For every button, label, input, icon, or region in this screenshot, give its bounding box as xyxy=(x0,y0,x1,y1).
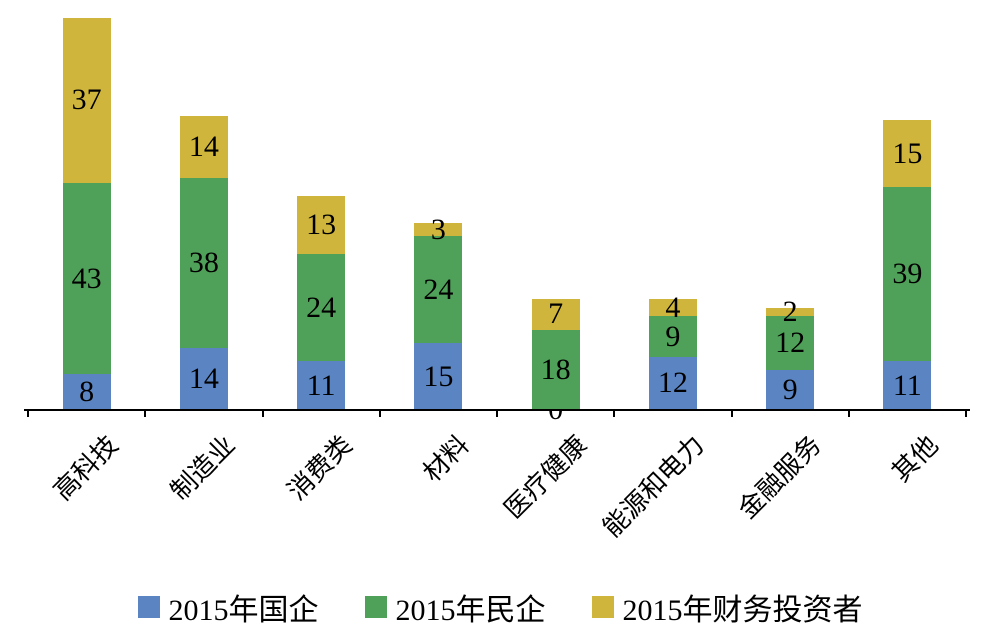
bar-value-label: 15 xyxy=(423,359,454,393)
axis-tick xyxy=(965,410,967,417)
x-axis-label: 材料 xyxy=(417,430,476,488)
legend-swatch-private xyxy=(364,596,387,618)
legend-swatch-soe xyxy=(137,596,160,618)
axis-tick xyxy=(378,410,381,417)
axis-tick xyxy=(496,410,498,417)
bar-value-label: 14 xyxy=(188,361,219,395)
bar-value-label: 24 xyxy=(306,290,337,324)
legend-label-financial-investor: 2015年财务投资者 xyxy=(622,594,863,627)
bar-value-label: 14 xyxy=(188,130,219,164)
bar-value-label: 9 xyxy=(782,372,798,406)
bar-segment xyxy=(766,369,815,410)
legend-swatch-financial-investor xyxy=(591,596,614,618)
bar-segment xyxy=(179,178,228,348)
legend-label-soe: 2015年国企 xyxy=(168,594,319,627)
bar-value-label: 12 xyxy=(657,366,688,400)
bar-value-label: 24 xyxy=(423,272,454,306)
x-axis-label: 金融服务 xyxy=(732,430,827,525)
bar-segment xyxy=(648,316,697,357)
bar-value-label: 15 xyxy=(892,136,923,170)
legend-item-private: 2015年民企 xyxy=(364,585,546,629)
x-axis-label: 其他 xyxy=(886,430,945,488)
bar-value-label: 12 xyxy=(775,326,806,360)
bar-segment xyxy=(297,196,346,255)
bar-value-label: 11 xyxy=(306,368,336,402)
bar-value-label: 13 xyxy=(306,208,337,242)
bar-segment xyxy=(297,254,346,361)
bar-segment xyxy=(531,298,580,330)
axis-tick xyxy=(261,410,264,417)
bar-segment xyxy=(414,343,463,410)
legend-label-private: 2015年民企 xyxy=(395,594,546,627)
x-axis-label: 医疗健康 xyxy=(498,430,593,525)
bar-value-label: 38 xyxy=(188,246,219,279)
bar-segment xyxy=(62,182,111,375)
x-axis-label: 高科技 xyxy=(47,430,124,506)
bar-segment xyxy=(531,329,580,410)
x-axis-label: 制造业 xyxy=(164,430,241,506)
bar-value-label: 37 xyxy=(71,83,102,117)
bar-segment xyxy=(297,361,346,410)
axis-tick xyxy=(144,410,147,417)
bar-segment xyxy=(414,222,463,237)
legend-item-financial-investor: 2015年财务投资者 xyxy=(591,585,863,629)
bar-value-label: 9 xyxy=(665,319,681,353)
axis-tick xyxy=(847,410,850,417)
bar-segment xyxy=(62,374,111,410)
bar-segment xyxy=(648,298,697,317)
axis-tick xyxy=(730,410,733,417)
bar-segment xyxy=(648,356,697,410)
bar-value-label: 43 xyxy=(71,261,102,295)
legend-item-soe: 2015年国企 xyxy=(137,585,319,629)
bar-segment xyxy=(883,361,932,410)
bar-value-label: 11 xyxy=(892,368,922,402)
bar-segment xyxy=(179,347,228,410)
bar-segment xyxy=(883,187,932,361)
axis-tick xyxy=(613,410,616,417)
legend: 2015年国企 2015年民企 2015年财务投资者 xyxy=(0,585,1000,629)
bar-value-label: 7 xyxy=(548,297,564,331)
bar-value-label: 4 xyxy=(665,290,681,324)
bar-segment xyxy=(179,116,228,179)
bar-value-label: 18 xyxy=(540,352,571,386)
bar-segment xyxy=(883,120,932,188)
bar-segment xyxy=(766,316,815,370)
bar-segment xyxy=(766,307,815,317)
bar-value-label: 39 xyxy=(892,257,923,291)
x-axis-label: 消费类 xyxy=(282,430,358,506)
bar-value-label: 2 xyxy=(782,295,798,328)
bar-value-label: 3 xyxy=(430,212,446,246)
bar-value-label: 8 xyxy=(79,375,95,409)
bar-segment xyxy=(62,18,111,183)
x-axis-label: 能源和电力 xyxy=(597,430,710,543)
axis-tick xyxy=(27,410,29,417)
bar-segment xyxy=(414,236,463,344)
